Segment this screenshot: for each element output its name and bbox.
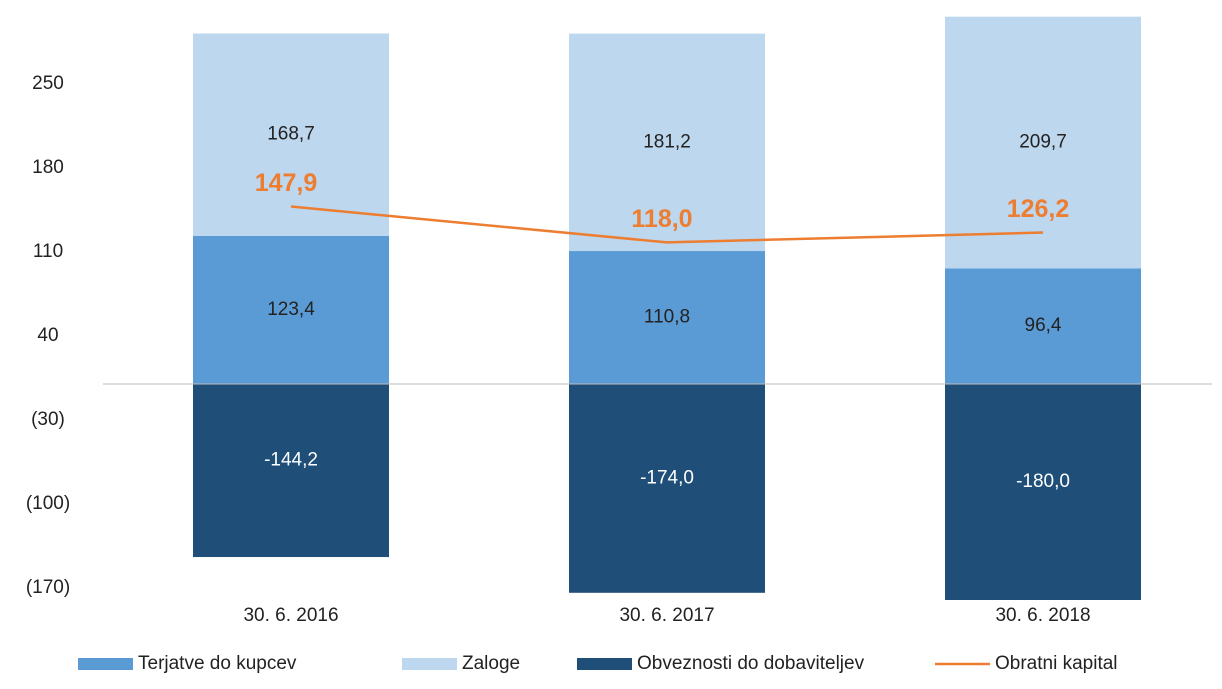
legend-label: Obveznosti do dobaviteljev	[637, 653, 865, 674]
line-label: 126,2	[1007, 195, 1070, 223]
y-tick-label: 110	[33, 241, 63, 262]
bar	[945, 16, 1141, 269]
bar	[193, 384, 389, 558]
line-label: 147,9	[255, 169, 318, 197]
x-tick-label: 30. 6. 2016	[243, 605, 338, 626]
legend-label: Obratni kapital	[995, 653, 1118, 674]
y-tick-label: (100)	[26, 493, 70, 514]
y-tick-label: 180	[32, 157, 64, 178]
x-tick-label: 30. 6. 2017	[619, 605, 714, 626]
y-tick-label: 250	[32, 73, 64, 94]
legend-swatch	[577, 658, 632, 670]
bar	[945, 268, 1141, 384]
bar	[569, 384, 765, 593]
data-label: 181,2	[643, 131, 691, 152]
data-label: 168,7	[267, 124, 315, 145]
bar	[569, 251, 765, 384]
y-tick-label: (170)	[26, 577, 70, 598]
x-tick-label: 30. 6. 2018	[995, 605, 1090, 626]
data-label: 96,4	[1025, 315, 1062, 336]
legend-label: Terjatve do kupcev	[138, 653, 297, 674]
y-tick-label: 40	[37, 325, 58, 346]
legend-swatch	[78, 658, 133, 670]
data-label: -174,0	[640, 467, 694, 488]
bar	[193, 235, 389, 384]
line-label: 118,0	[631, 205, 692, 233]
data-label: 123,4	[267, 299, 315, 320]
data-label: 209,7	[1019, 132, 1067, 153]
bar	[569, 33, 765, 252]
legend-swatch	[402, 658, 457, 670]
line	[290, 205, 1044, 244]
data-label: -144,2	[264, 450, 318, 471]
data-label: 110,8	[644, 307, 690, 328]
legend-label: Zaloge	[462, 653, 520, 674]
data-label: -180,0	[1016, 471, 1070, 492]
bar	[945, 384, 1141, 600]
bar	[193, 33, 389, 236]
y-tick-label: (30)	[31, 409, 65, 430]
